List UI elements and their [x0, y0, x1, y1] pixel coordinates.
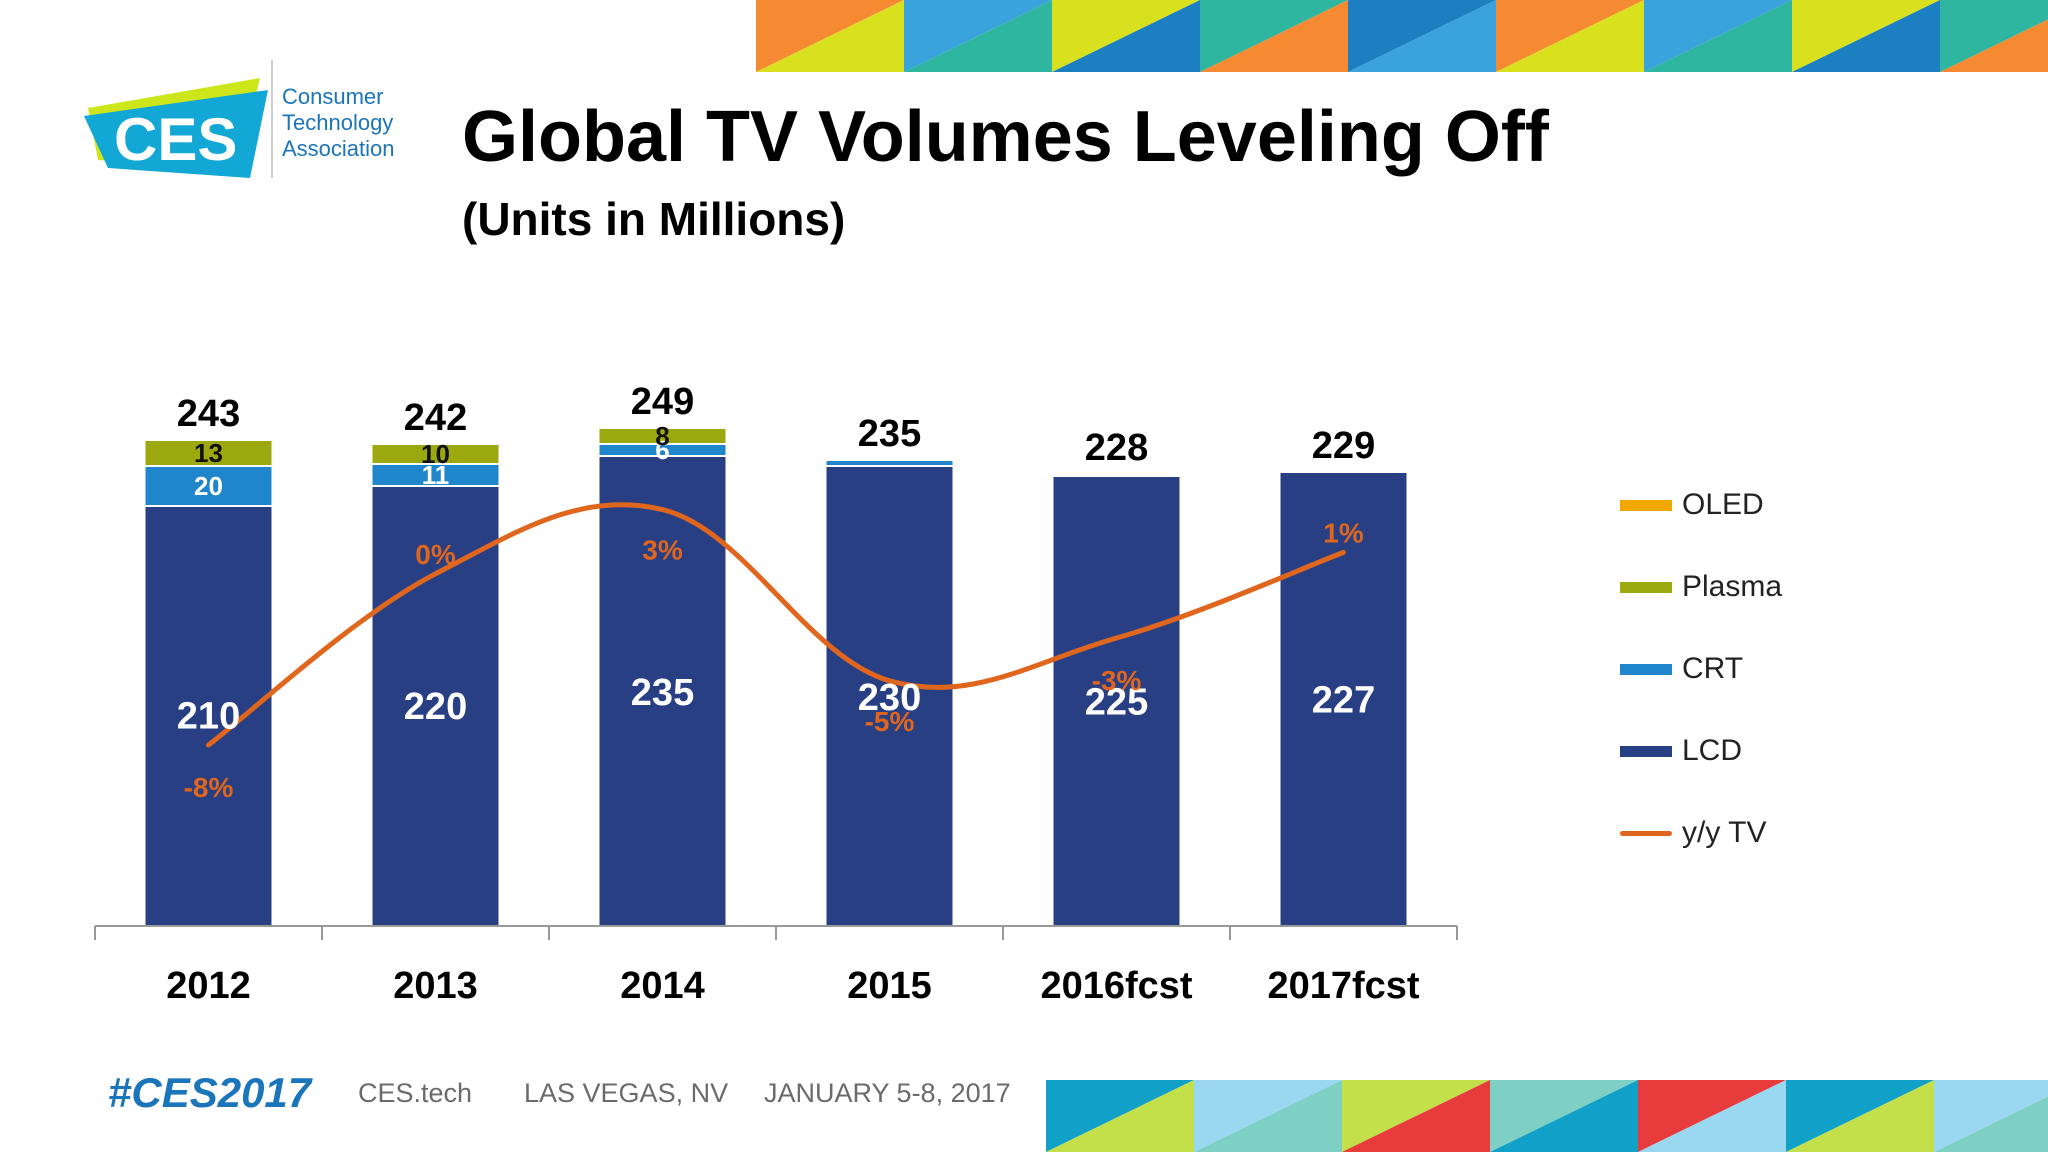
bar-plasma-2013 [370, 443, 501, 465]
decorative-banner-bottom [1046, 1080, 2048, 1152]
footer-site: CES.tech [358, 1077, 473, 1108]
bar-crt-2016fcst [1051, 473, 1182, 477]
lcd-label-2013: 220 [404, 686, 467, 728]
crt-label-2014: 6 [655, 435, 669, 465]
legend-item-crt: CRT [1620, 628, 1940, 710]
yy-label-2014: 3% [642, 535, 683, 566]
x-tick-label-2012: 2012 [166, 965, 251, 1007]
footer-location: LAS VEGAS, NV [524, 1077, 729, 1108]
bar-lcd-2013 [370, 485, 501, 927]
yy-label-2013: 0% [415, 539, 456, 570]
total-label-2012: 243 [177, 393, 240, 435]
lcd-label-2017fcst: 227 [1312, 680, 1375, 722]
x-tick-label-2014: 2014 [620, 965, 705, 1007]
legend-swatch-oled [1620, 499, 1672, 511]
total-label-2015: 235 [858, 413, 921, 455]
legend-swatch-crt [1620, 663, 1672, 675]
legend-swatch-yy-tv [1620, 830, 1672, 836]
bar-crt-2015 [824, 459, 955, 467]
total-label-2017fcst: 229 [1312, 425, 1375, 467]
bar-lcd-2014 [597, 455, 728, 927]
bar-lcd-2016fcst [1051, 475, 1182, 927]
total-label-2013: 242 [404, 397, 467, 439]
x-tick-label-2015: 2015 [847, 965, 932, 1007]
x-tick-label-2016fcst: 2016fcst [1040, 965, 1192, 1007]
org-name-line-3: Association [282, 136, 395, 161]
lcd-label-2012: 210 [177, 696, 240, 738]
chart-legend: OLED Plasma CRT LCD y/y TV [1620, 464, 1940, 874]
org-name-line-2: Technology [282, 110, 393, 135]
decorative-banner-top [756, 0, 2048, 72]
bar-crt-2012 [143, 465, 274, 507]
yy-tv-line [206, 502, 1346, 748]
yy-label-2012: -8% [184, 772, 234, 803]
footer-hashtag: #CES2017 [108, 1069, 312, 1116]
legend-label-lcd: LCD [1682, 734, 1743, 767]
bar-plasma-2012 [143, 439, 274, 467]
legend-label-yy-tv: y/y TV [1682, 816, 1767, 849]
x-tick-label-2013: 2013 [393, 965, 478, 1007]
legend-item-oled: OLED [1620, 464, 1940, 546]
total-label-2014: 249 [631, 381, 694, 423]
legend-item-plasma: Plasma [1620, 546, 1940, 628]
legend-swatch-lcd [1620, 745, 1672, 757]
bar-lcd-2015 [824, 465, 955, 927]
x-tick-label-2017fcst: 2017fcst [1267, 965, 1419, 1007]
footer-dates: JANUARY 5-8, 2017 [764, 1077, 1011, 1108]
legend-label-crt: CRT [1682, 652, 1744, 685]
plasma-label-2013: 10 [421, 439, 450, 469]
lcd-label-2015: 230 [858, 677, 921, 719]
org-name-line-1: Consumer [282, 84, 383, 109]
legend-item-yy-tv: y/y TV [1620, 792, 1940, 874]
yy-label-2017fcst: 1% [1323, 517, 1364, 548]
crt-label-2012: 20 [194, 471, 223, 501]
crt-label-2013: 11 [422, 460, 450, 490]
stacked-bar-chart: 2102013243201222011102422013235682492014… [94, 381, 1458, 1007]
ces-logo: CES Consumer Technology Association [84, 60, 444, 190]
chart-subtitle: (Units in Millions) [462, 193, 846, 245]
legend-swatch-plasma [1620, 581, 1672, 593]
lcd-label-2014: 235 [631, 672, 694, 714]
plasma-label-2012: 13 [194, 438, 223, 468]
legend-item-lcd: LCD [1620, 710, 1940, 792]
lcd-label-2016fcst: 225 [1085, 682, 1148, 724]
legend-label-plasma: Plasma [1682, 570, 1783, 603]
yy-label-2016fcst: -3% [1092, 665, 1142, 696]
legend-label-oled: OLED [1682, 488, 1764, 521]
total-label-2016fcst: 228 [1085, 427, 1148, 469]
bar-lcd-2017fcst [1278, 471, 1409, 927]
chart-title: Global TV Volumes Leveling Off [462, 97, 1549, 177]
plasma-label-2014: 8 [655, 421, 669, 451]
bar-plasma-2014 [597, 427, 728, 445]
logo-text: CES [114, 106, 237, 173]
yy-label-2015: -5% [865, 706, 915, 737]
